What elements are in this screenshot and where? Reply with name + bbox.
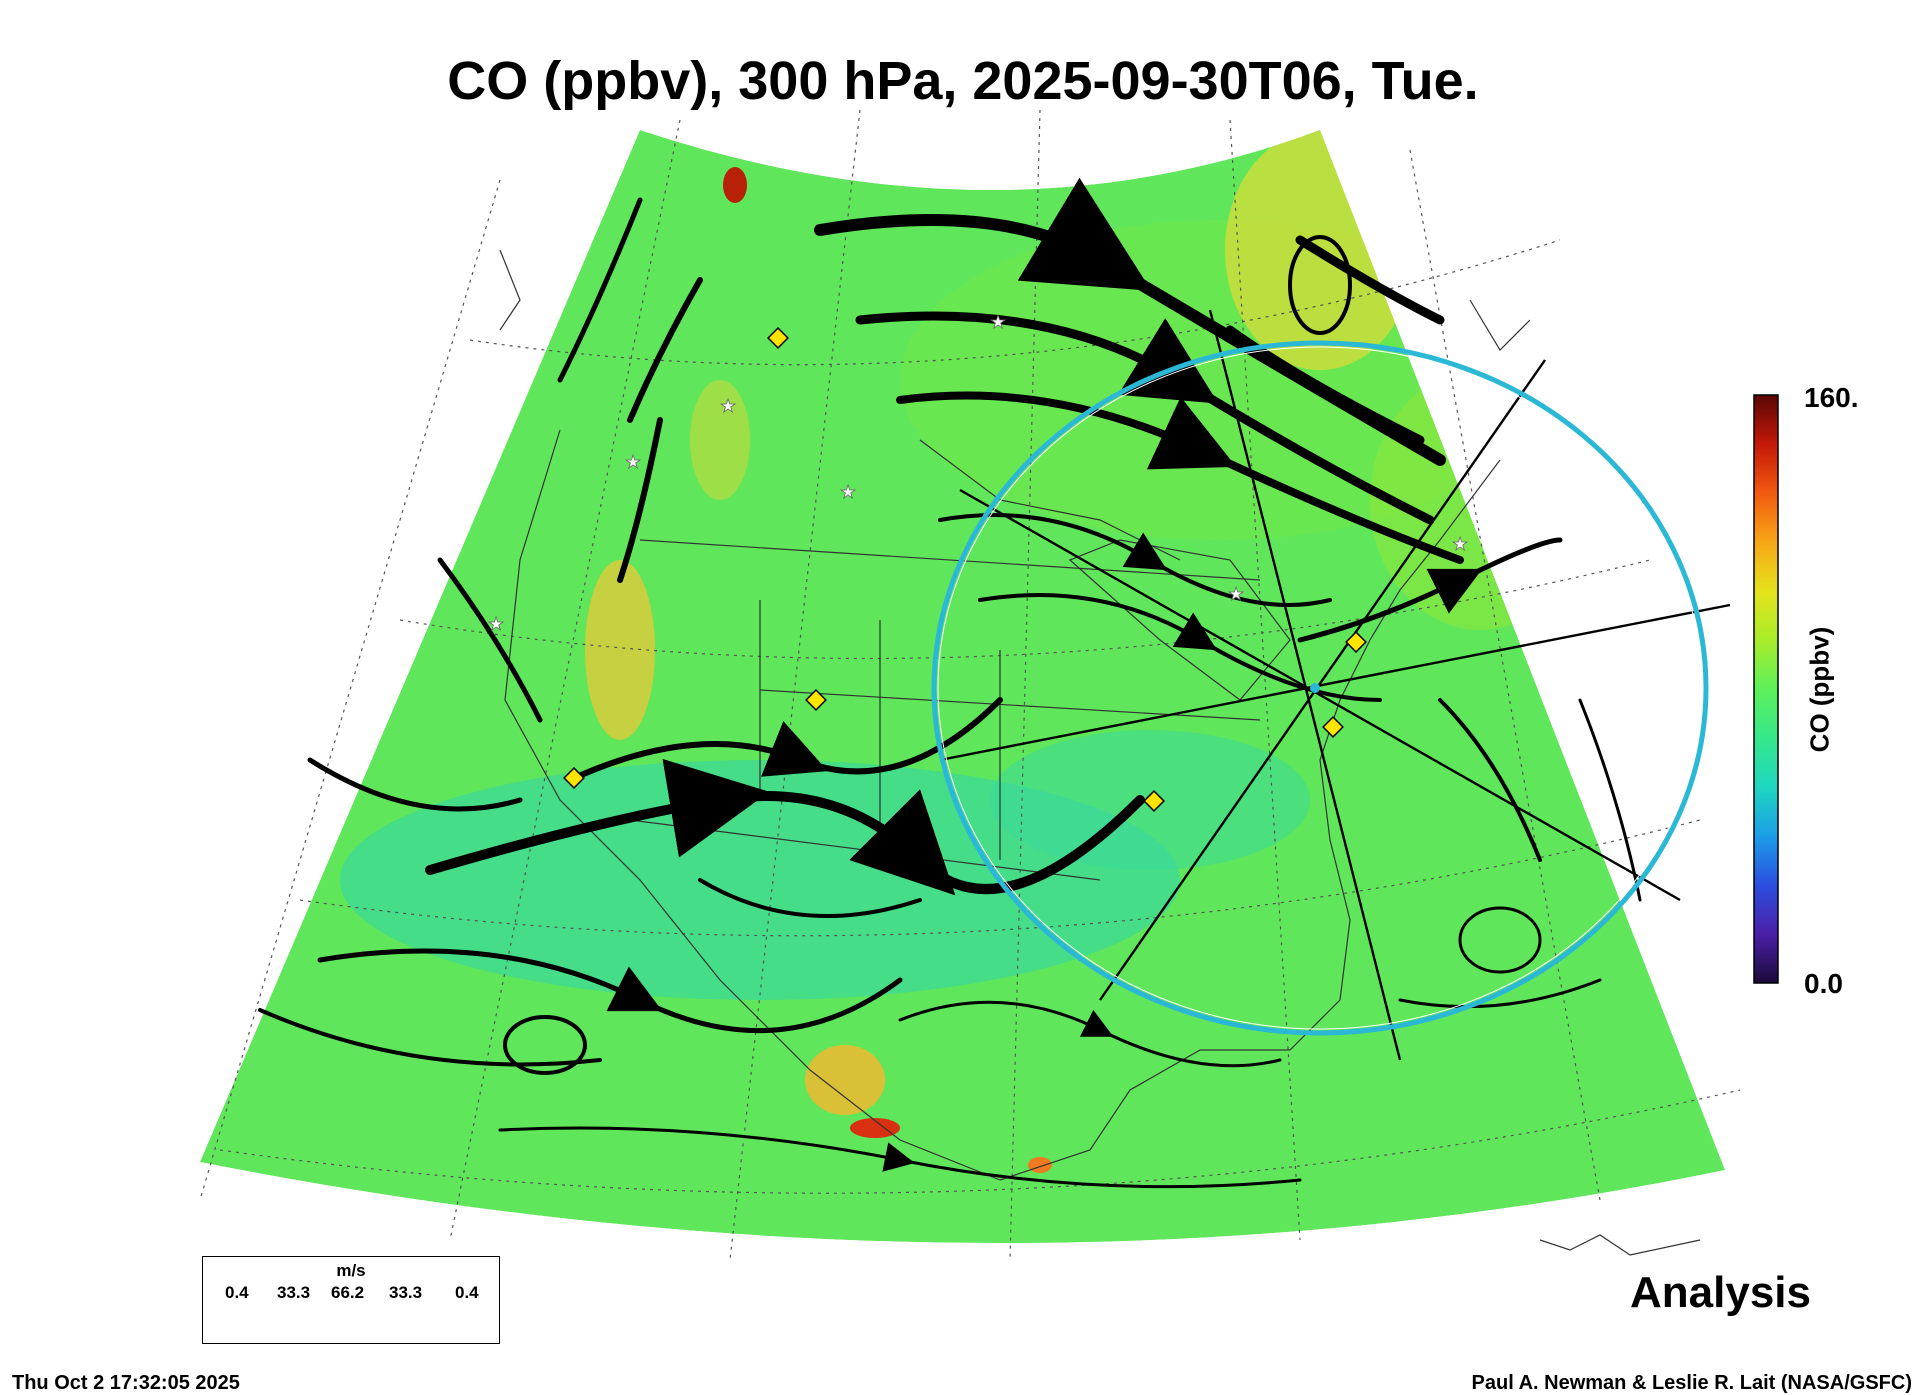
co-field [200, 130, 1725, 1244]
map-title: CO (ppbv), 300 hPa, 2025-09-30T06, Tue. [447, 51, 1479, 111]
wind-legend-value: 66.2 [331, 1283, 365, 1302]
wind-legend-value: 0.4 [225, 1283, 249, 1302]
diamond-markers [563, 327, 1367, 812]
svg-text:★: ★ [1452, 534, 1468, 554]
svg-text:★: ★ [840, 482, 856, 502]
ring-center-marker [1310, 683, 1320, 693]
wind-legend-value: 33.3 [277, 1283, 311, 1302]
svg-text:★: ★ [720, 396, 736, 416]
credit: Paul A. Newman & Leslie R. Lait (NASA/GS… [1471, 1372, 1912, 1394]
wind-legend-value: 33.3 [389, 1283, 423, 1302]
colorbar-title: CO (ppbv) [1804, 626, 1835, 753]
wind-legend-unit: m/s [336, 1261, 366, 1280]
svg-text:★: ★ [625, 452, 641, 472]
star-markers: ★ ★ ★ ★ ★ ★ ★ [488, 312, 1469, 635]
wind-legend-value: 0.4 [455, 1283, 479, 1302]
range-ring-inner [937, 346, 1703, 1030]
colorbar-max-label: 160. [1804, 382, 1859, 413]
coastlines [499, 249, 1701, 1256]
svg-text:★: ★ [990, 312, 1006, 332]
analysis-label: Analysis [1630, 1268, 1811, 1317]
colorbar-min-label: 0.0 [1804, 968, 1843, 999]
svg-text:★: ★ [488, 614, 504, 634]
timestamp: Thu Oct 2 17:32:05 2025 [12, 1372, 240, 1394]
flight-tracks [939, 309, 1731, 1061]
range-ring [931, 340, 1709, 1036]
wind-streamlines [258, 177, 1642, 1189]
colorbar [1753, 394, 1779, 984]
wind-speed-legend: m/s 0.4 33.3 66.2 33.3 0.4 [202, 1256, 500, 1344]
svg-text:★: ★ [1228, 584, 1244, 604]
